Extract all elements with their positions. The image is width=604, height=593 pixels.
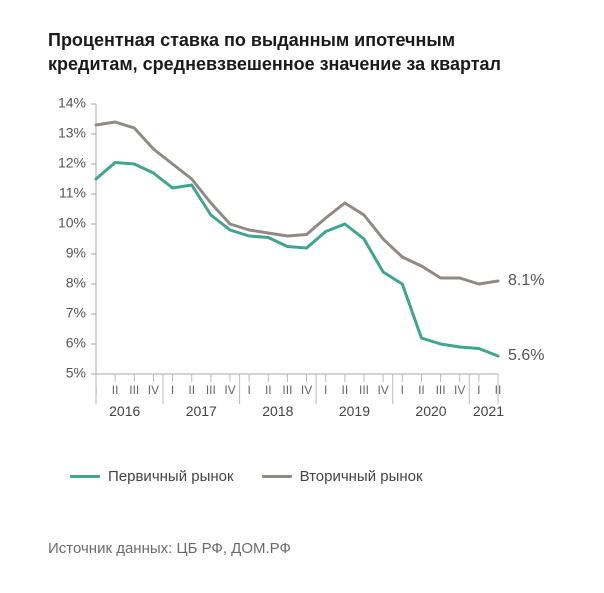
svg-text:II: II (265, 383, 272, 397)
svg-text:2019: 2019 (339, 403, 370, 416)
svg-text:III: III (359, 383, 369, 397)
svg-text:12%: 12% (58, 155, 86, 171)
svg-text:I: I (247, 383, 250, 397)
svg-text:7%: 7% (66, 305, 86, 321)
svg-text:IV: IV (148, 383, 159, 397)
chart: 5%6%7%8%9%10%11%12%13%14%IIIIIIIVIIIIIII… (48, 96, 556, 416)
svg-text:II: II (342, 383, 349, 397)
legend-swatch-icon (70, 475, 100, 478)
legend-label: Вторичный рынок (300, 468, 423, 485)
svg-text:14%: 14% (58, 96, 86, 111)
svg-text:5%: 5% (66, 365, 86, 381)
legend-label: Первичный рынок (108, 468, 234, 485)
legend: Первичный рынок Вторичный рынок (70, 468, 550, 485)
svg-text:III: III (282, 383, 292, 397)
svg-text:II: II (418, 383, 425, 397)
svg-text:2021: 2021 (473, 403, 504, 416)
svg-text:III: III (436, 383, 446, 397)
svg-text:I: I (171, 383, 174, 397)
svg-text:I: I (477, 383, 480, 397)
svg-text:IV: IV (377, 383, 388, 397)
svg-text:I: I (324, 383, 327, 397)
legend-item-primary: Первичный рынок (70, 468, 234, 485)
svg-text:III: III (206, 383, 216, 397)
svg-text:5.6%: 5.6% (508, 347, 544, 364)
svg-text:III: III (129, 383, 139, 397)
legend-item-secondary: Вторичный рынок (262, 468, 423, 485)
source-text: Источник данных: ЦБ РФ, ДОМ.РФ (48, 540, 291, 557)
chart-page: Процентная ставка по выданным ипотечным … (0, 0, 604, 593)
svg-text:I: I (401, 383, 404, 397)
svg-text:6%: 6% (66, 335, 86, 351)
svg-text:2017: 2017 (186, 403, 217, 416)
line-chart-svg: 5%6%7%8%9%10%11%12%13%14%IIIIIIIVIIIIIII… (48, 96, 556, 416)
svg-text:2018: 2018 (262, 403, 293, 416)
svg-text:9%: 9% (66, 245, 86, 261)
chart-title: Процентная ставка по выданным ипотечным … (48, 28, 548, 77)
svg-text:IV: IV (454, 383, 465, 397)
svg-text:IV: IV (301, 383, 312, 397)
svg-text:2016: 2016 (109, 403, 140, 416)
svg-text:13%: 13% (58, 125, 86, 141)
svg-text:2020: 2020 (415, 403, 446, 416)
svg-text:II: II (188, 383, 195, 397)
legend-swatch-icon (262, 475, 292, 478)
svg-text:II: II (112, 383, 119, 397)
svg-text:8.1%: 8.1% (508, 272, 544, 289)
svg-text:10%: 10% (58, 215, 86, 231)
svg-text:8%: 8% (66, 275, 86, 291)
svg-text:IV: IV (224, 383, 235, 397)
svg-text:11%: 11% (59, 185, 86, 201)
